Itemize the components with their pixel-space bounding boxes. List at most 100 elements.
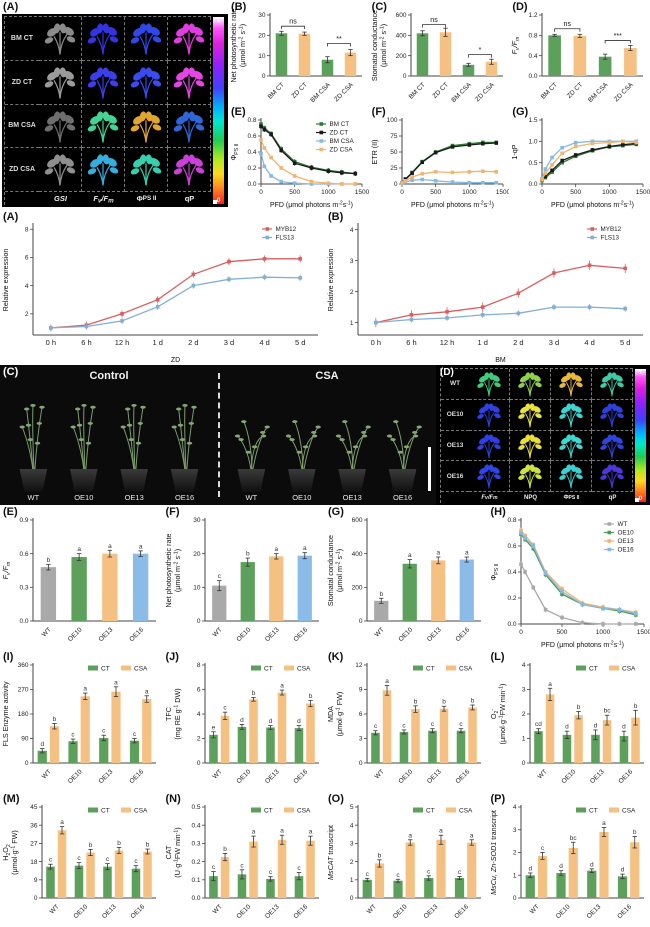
svg-text:b: b <box>308 693 312 700</box>
significance-label: *** <box>614 33 622 40</box>
plant-fluorescence-cell <box>551 369 592 400</box>
svg-text:ZD CT: ZD CT <box>431 81 450 100</box>
svg-text:12 h: 12 h <box>440 338 455 347</box>
svg-text:1.2: 1.2 <box>529 12 538 19</box>
svg-text:c: c <box>268 869 272 876</box>
svg-text:OE10: OE10 <box>67 626 84 643</box>
svg-text:4: 4 <box>512 804 516 811</box>
plant-fluorescence-cell <box>469 399 510 431</box>
plant-icon <box>559 433 583 458</box>
bar <box>237 874 246 898</box>
bar <box>467 842 477 898</box>
svg-text:10: 10 <box>193 585 201 592</box>
group-title: CSA <box>315 370 339 382</box>
svg-text:100: 100 <box>386 117 397 124</box>
legend-swatch <box>608 665 619 671</box>
bar <box>111 691 121 763</box>
svg-text:(μmol m-2 s-1): (μmol m-2 s-1) <box>238 24 247 67</box>
svg-text:b: b <box>117 840 121 847</box>
plant-fluorescence-cell <box>551 430 592 462</box>
bar <box>462 64 474 76</box>
bar <box>305 703 315 763</box>
data-point <box>259 151 263 156</box>
data-point <box>531 544 535 548</box>
svg-text:ZD CSA: ZD CSA <box>613 81 635 103</box>
legend-label: CT <box>101 666 110 673</box>
svg-text:OE16: OE16 <box>616 903 633 920</box>
data-point <box>409 175 414 179</box>
significance-bracket <box>327 43 351 47</box>
svg-text:5: 5 <box>350 804 354 811</box>
svg-text:a: a <box>280 828 284 835</box>
plant-icon <box>600 372 624 397</box>
svg-text:360: 360 <box>18 662 29 669</box>
svg-text:a: a <box>274 546 278 553</box>
data-point <box>259 124 263 129</box>
svg-text:0 h: 0 h <box>46 338 56 347</box>
svg-text:c: c <box>396 872 400 879</box>
svg-text:c: c <box>102 728 106 735</box>
data-point <box>560 160 565 165</box>
svg-text:WT: WT <box>49 903 61 915</box>
colorbar-min-label: 0 <box>638 495 643 502</box>
legend-label: CT <box>426 808 435 815</box>
data-point <box>552 305 556 309</box>
panel-label: (D) <box>440 367 454 378</box>
svg-text:(μmol·g-1FW min-1): (μmol·g-1FW min-1) <box>498 684 507 745</box>
svg-text:30: 30 <box>258 12 266 19</box>
bar <box>568 847 578 898</box>
plant-fluorescence-cell <box>39 60 82 105</box>
svg-text:OE16: OE16 <box>453 903 470 920</box>
potted-plant: OE10 <box>61 400 107 502</box>
bar <box>129 740 140 763</box>
chart-canvas: 0 200 400 600 Stomatal conductance (μmol m-2 … <box>370 10 503 104</box>
legend-swatch <box>283 807 294 813</box>
svg-text:OE10: OE10 <box>560 768 577 785</box>
row-label: WT <box>441 369 469 400</box>
data-point <box>227 259 231 264</box>
row-label: OE13 <box>441 431 469 462</box>
data-point <box>518 562 523 566</box>
plant-photo-icon <box>335 420 372 471</box>
plant-fluorescence-cell <box>168 104 211 149</box>
svg-text:OE10: OE10 <box>67 768 84 785</box>
svg-text:b: b <box>251 690 255 697</box>
svg-text:c: c <box>211 864 215 871</box>
chart-canvas: 0 2 4 6 8 TFC (mg RE g-1 DW) e d d d c b a b WT OE10 OE13… <box>164 662 319 785</box>
data-point <box>587 263 592 268</box>
legend-swatch <box>283 665 294 671</box>
svg-text:ZD: ZD <box>171 357 180 364</box>
plant-icon <box>518 372 542 397</box>
plant-icon <box>559 403 583 428</box>
svg-text:c: c <box>459 721 463 728</box>
panel-label: (J) <box>165 651 179 663</box>
pot-label: OE10 <box>292 493 312 502</box>
data-point <box>623 306 627 311</box>
svg-text:4: 4 <box>350 822 354 829</box>
svg-text:1: 1 <box>350 877 354 884</box>
potted-plant: OE10 <box>279 400 325 502</box>
svg-text:d: d <box>589 861 593 868</box>
panel-label: (B) <box>231 1 247 13</box>
svg-text:0.6: 0.6 <box>19 551 28 558</box>
data-point <box>409 317 414 322</box>
svg-text:WT: WT <box>374 768 386 780</box>
plant-icon <box>518 464 542 489</box>
bar <box>555 872 566 898</box>
plant-icon <box>518 433 542 458</box>
data-point <box>445 316 449 320</box>
bar <box>248 699 258 763</box>
svg-text:Fv/Fm: Fv/Fm <box>510 36 521 54</box>
svg-text:1000: 1000 <box>602 189 617 196</box>
svg-text:Stomatal conductance: Stomatal conductance <box>326 535 335 606</box>
plant-fluorescence-cell <box>125 60 168 105</box>
bar <box>439 32 451 76</box>
legend-label: OE13 <box>617 538 634 545</box>
data-point <box>617 607 621 612</box>
data-point <box>494 180 498 185</box>
svg-text:0.0: 0.0 <box>529 73 538 80</box>
bar <box>428 730 437 763</box>
